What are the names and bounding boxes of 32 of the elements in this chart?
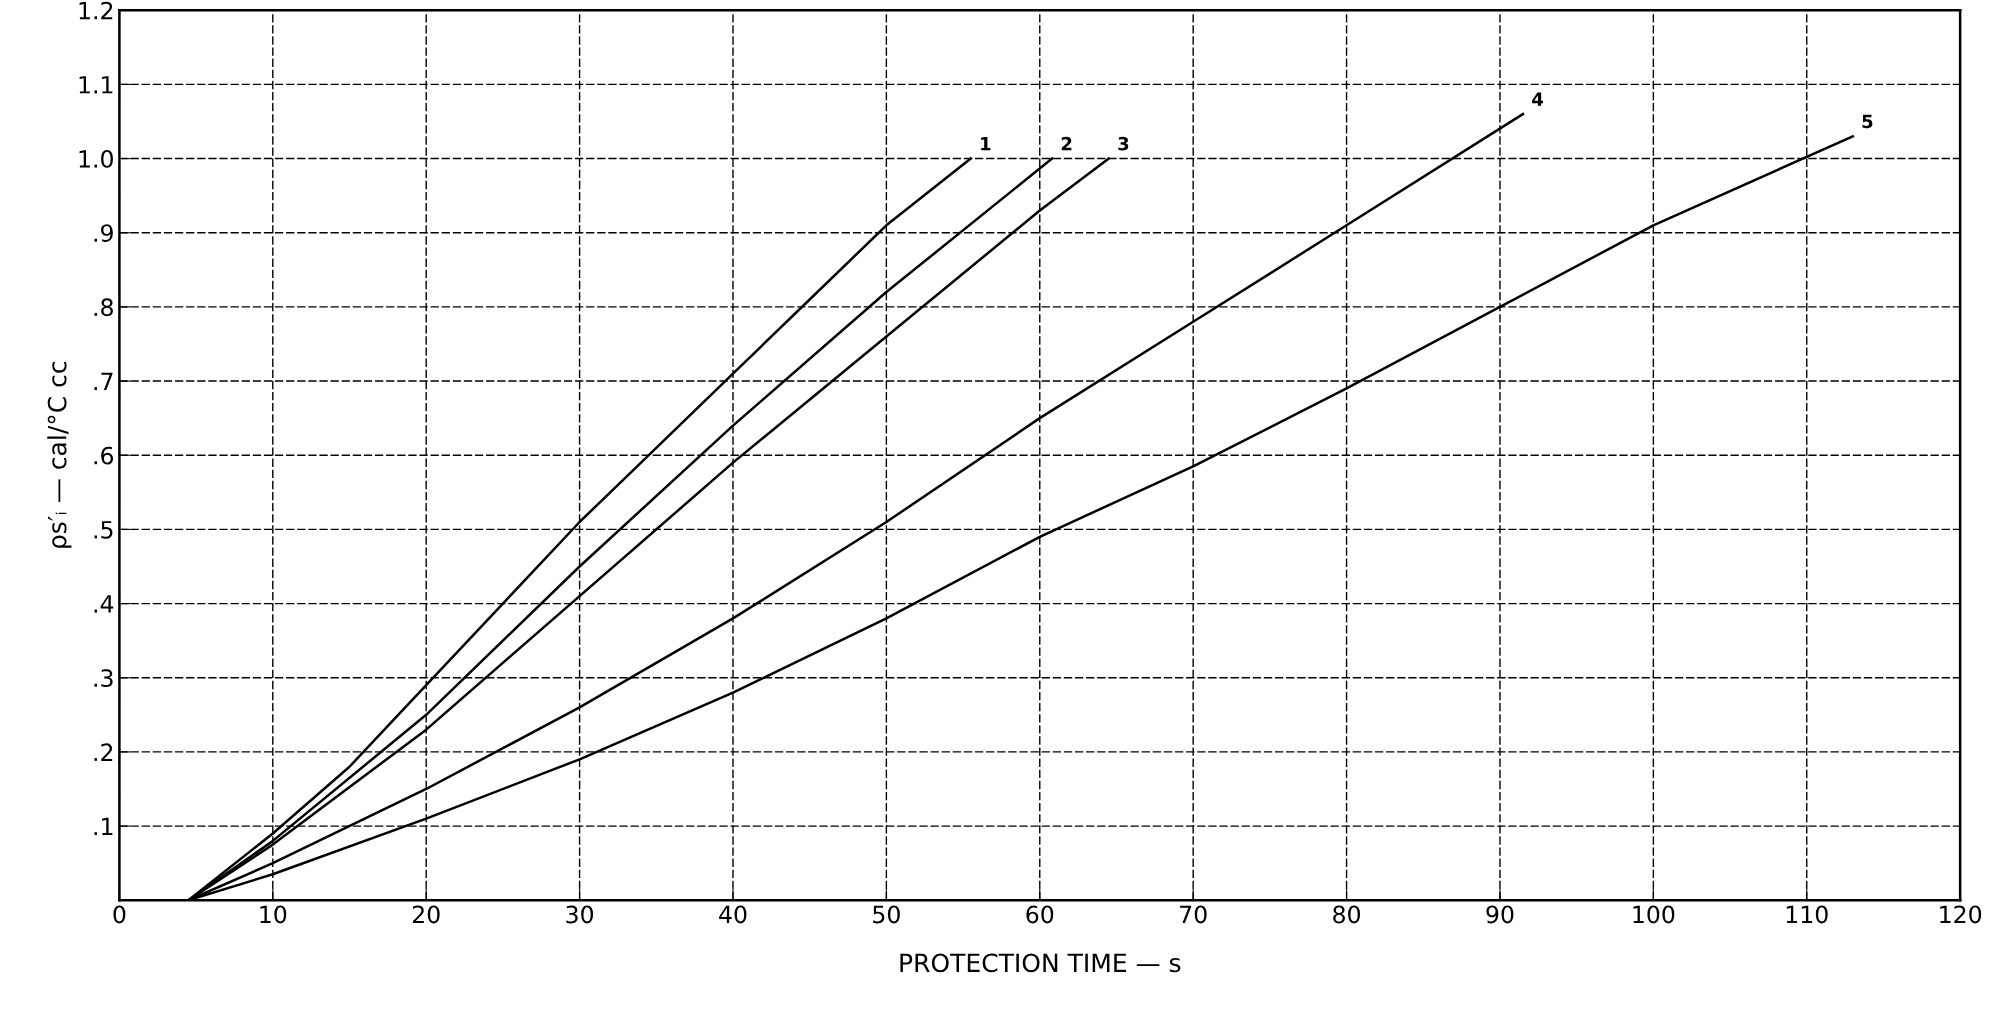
y-tick-label: .1 <box>94 817 113 836</box>
x-tick-label: 120 <box>1940 905 1982 924</box>
x-tick-label: 20 <box>412 905 440 924</box>
y-tick-label: .2 <box>94 743 113 761</box>
x-tick-label: 80 <box>1333 905 1361 924</box>
y-tick-label: 1.1 <box>79 76 113 94</box>
x-tick-label: 40 <box>719 905 747 924</box>
x-tick-label: 60 <box>1026 905 1054 924</box>
x-tick-label: 30 <box>566 905 594 924</box>
y-tick-label: .7 <box>94 372 113 391</box>
y-tick-label: .8 <box>94 298 113 317</box>
series-label: 5 <box>1862 114 1873 129</box>
x-tick-label: 10 <box>260 905 287 924</box>
y-tick-label: .5 <box>94 521 113 539</box>
x-axis-title: PROTECTION TIME — s <box>900 953 1181 973</box>
y-tick-label: 1.2 <box>79 1 113 20</box>
x-tick-label: 100 <box>1633 905 1675 924</box>
x-tick-label: 110 <box>1786 905 1828 924</box>
x-tick-label: 0 <box>113 905 126 924</box>
y-tick-label: .4 <box>94 595 114 613</box>
series-label: 4 <box>1532 92 1544 106</box>
y-tick-label: 1.0 <box>79 150 113 168</box>
y-tick-label: .3 <box>94 669 113 688</box>
y-tick-label: .6 <box>94 446 114 465</box>
series-label: 1 <box>981 137 991 151</box>
y-tick-label: .9 <box>94 224 113 243</box>
series-label: 3 <box>1118 136 1129 151</box>
x-tick-label: 90 <box>1486 905 1514 924</box>
y-axis-title: ρs′ᵢ — cal/°C cc <box>47 361 72 548</box>
x-tick-label: 70 <box>1180 905 1207 924</box>
x-tick-label: 50 <box>873 905 900 924</box>
series-label: 2 <box>1061 136 1072 151</box>
